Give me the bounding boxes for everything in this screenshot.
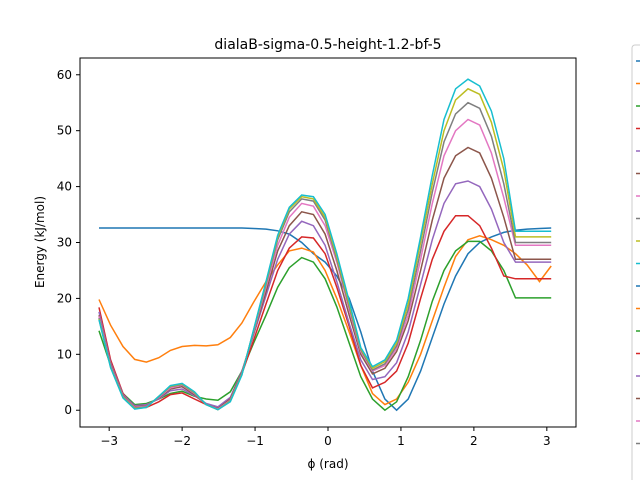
series-line-3	[98, 240, 552, 412]
y-tick-label: 50	[57, 124, 72, 138]
series-line-6	[98, 146, 552, 410]
series-line-4	[98, 214, 552, 409]
series-line-8	[98, 101, 552, 411]
y-axis: 0 10 20 30 40 50 60	[57, 68, 80, 417]
legend-box	[631, 44, 640, 480]
y-tick-label: 60	[57, 68, 72, 82]
series-line-2	[98, 235, 552, 406]
y-tick-label: 20	[57, 291, 72, 305]
chart-title: dialaB-sigma-0.5-height-1.2-bf-5	[214, 37, 441, 53]
y-tick-label: 30	[57, 236, 72, 250]
x-tick-label: −1	[246, 434, 264, 448]
series-line-1	[99, 227, 552, 412]
y-tick-label: 40	[57, 180, 72, 194]
x-axis: −3 −2 −1 0 1 2 3	[100, 427, 551, 448]
x-tick-label: 0	[324, 434, 332, 448]
y-axis-label: Energy (kJ/mol)	[33, 196, 47, 288]
x-tick-label: −3	[100, 434, 118, 448]
x-tick-label: 2	[470, 434, 478, 448]
legend	[631, 44, 640, 480]
x-tick-label: 3	[543, 434, 551, 448]
y-tick-label: 10	[57, 347, 72, 361]
series-line-5	[98, 180, 552, 408]
x-axis-label: ϕ (rad)	[308, 457, 349, 471]
y-tick-label: 0	[64, 403, 72, 417]
series-line-7	[98, 118, 552, 410]
plot-area	[98, 78, 552, 412]
x-tick-label: −2	[173, 434, 191, 448]
x-tick-label: 1	[397, 434, 405, 448]
series-line-9	[98, 87, 552, 411]
series-line-10	[98, 78, 552, 411]
